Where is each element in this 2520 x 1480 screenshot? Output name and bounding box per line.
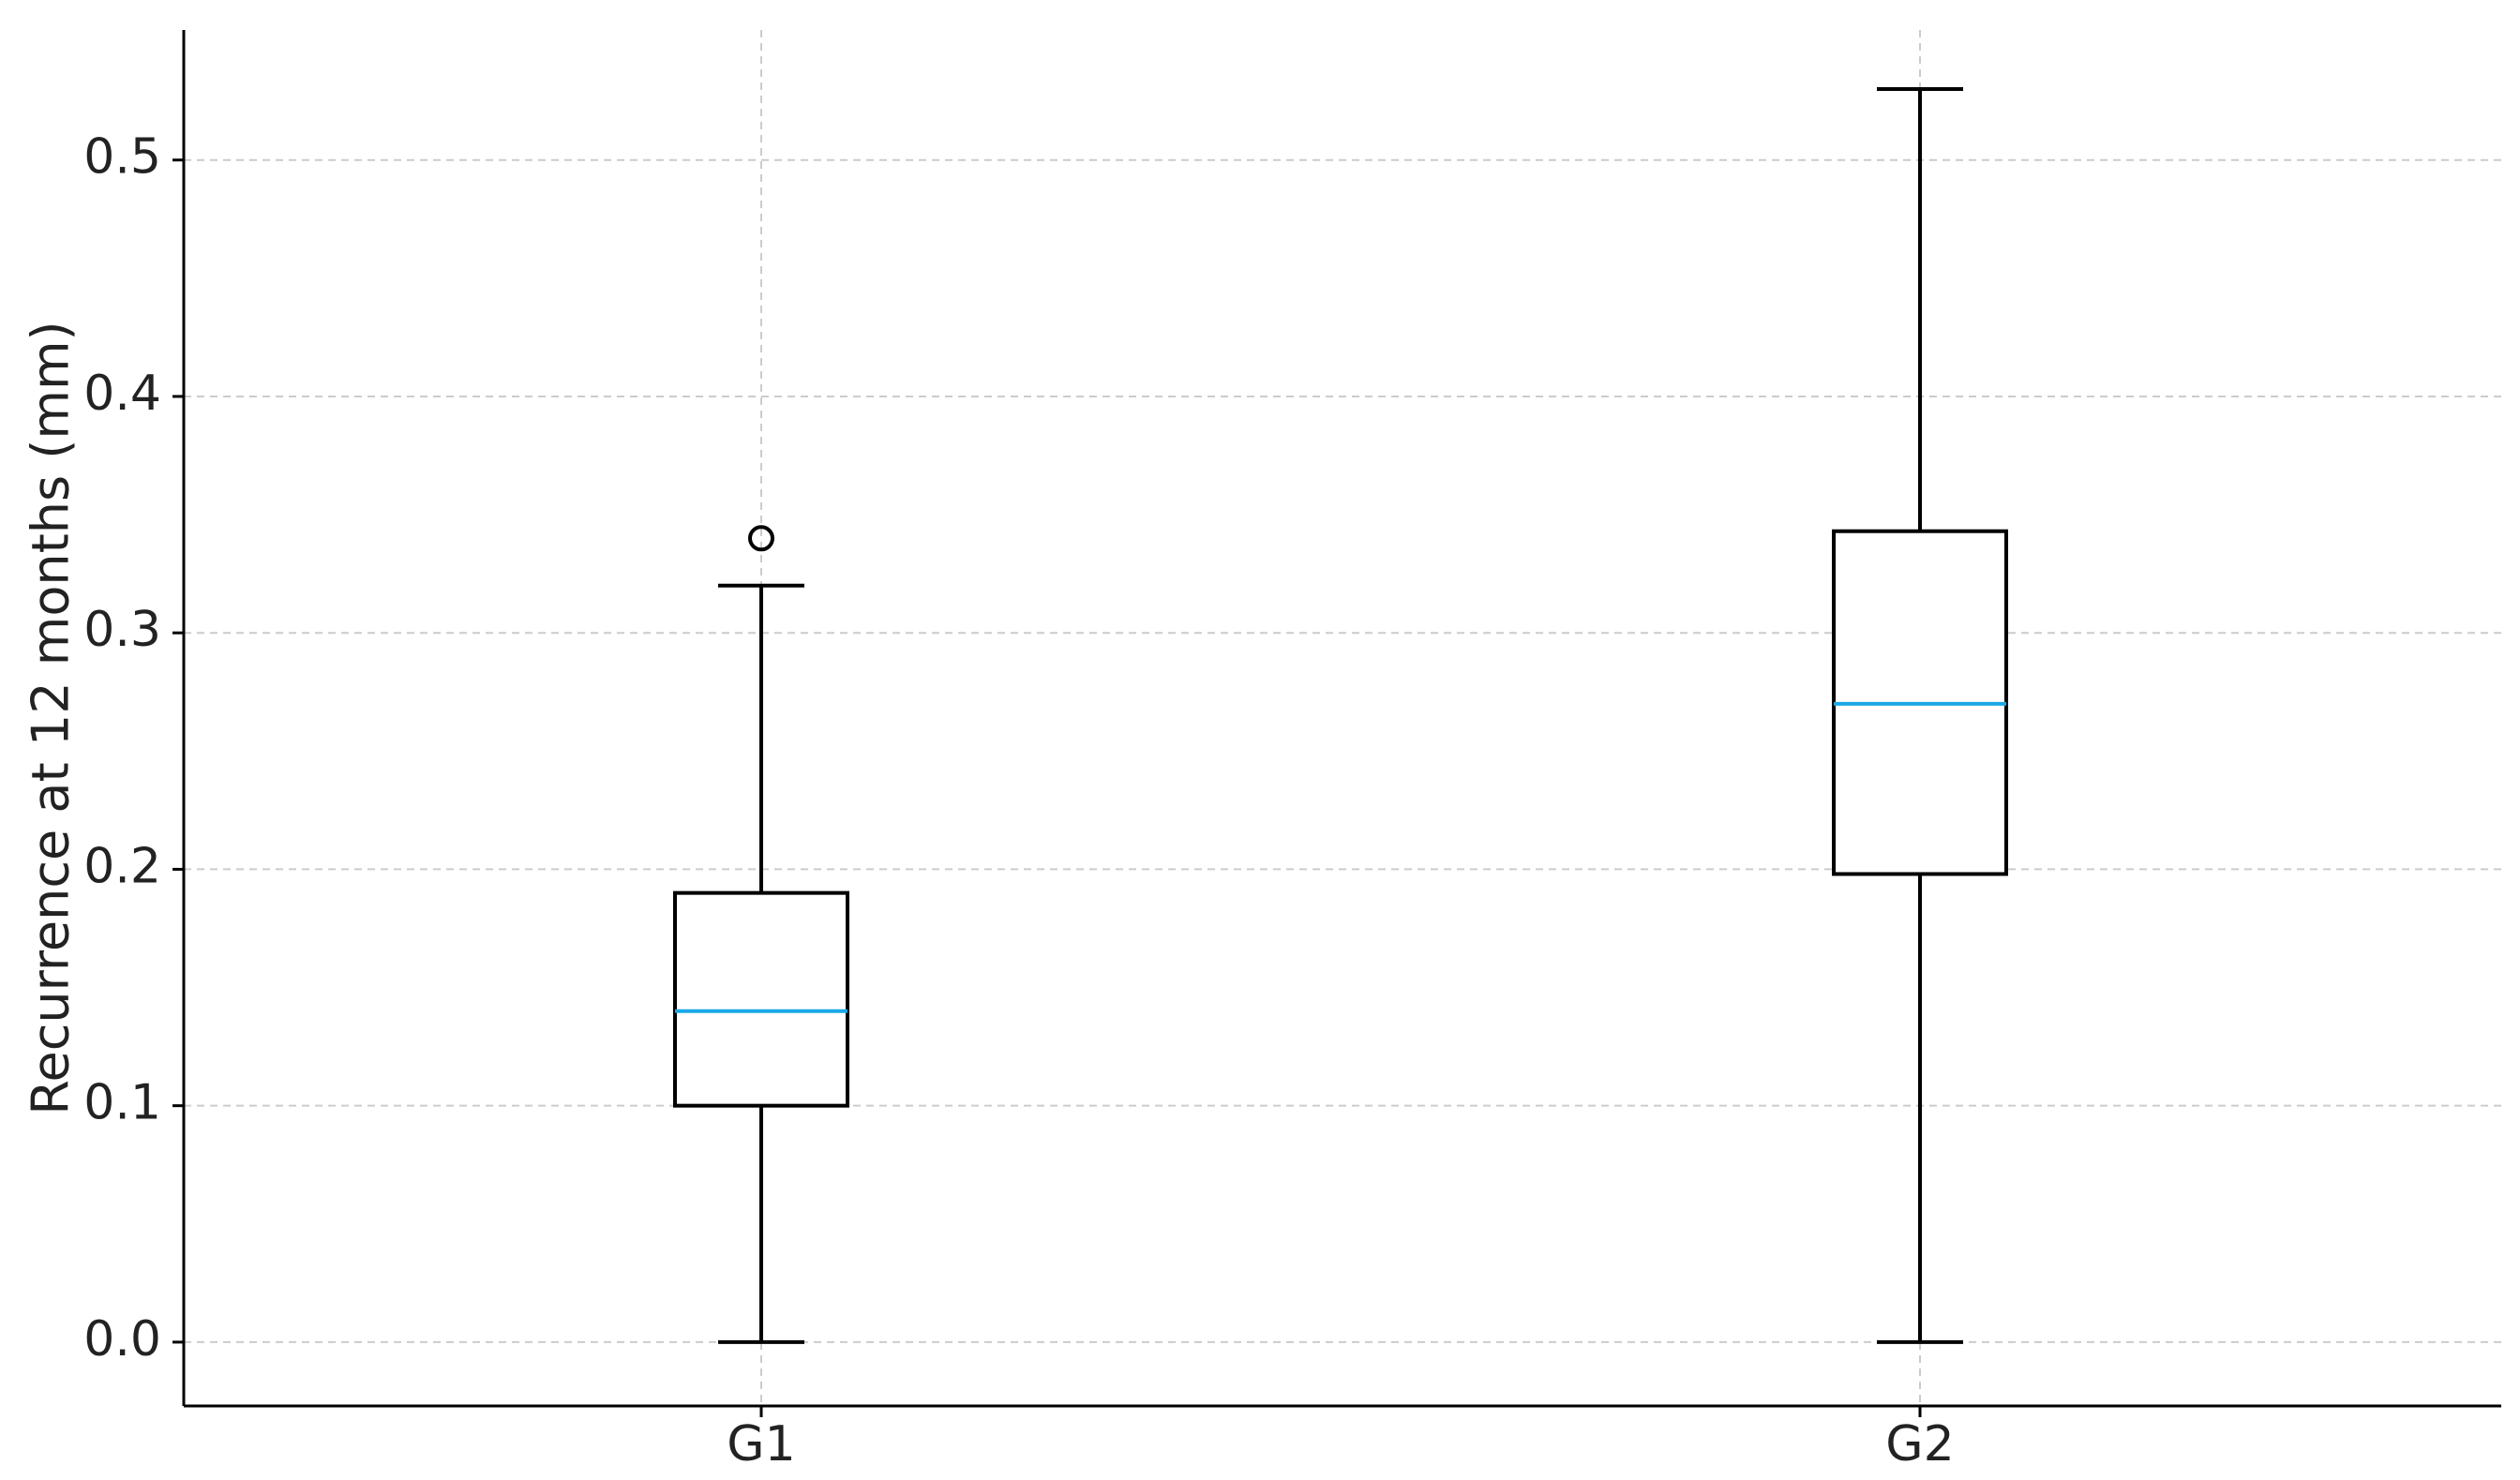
y-tick-label: 0.0 [83,1311,161,1368]
y-axis-label: Recurrence at 12 months (mm) [22,321,81,1114]
x-tick-label: G2 [1885,1416,1954,1473]
y-tick-label: 0.2 [83,838,161,894]
box-iqr [673,890,849,1108]
grid-lines [184,30,2501,1406]
y-tick-label: 0.4 [83,366,161,422]
axes [172,30,2501,1417]
y-tick-label: 0.1 [83,1075,161,1131]
y-tick-label: 0.5 [83,129,161,186]
x-tick-label: G1 [727,1416,795,1473]
boxes [673,87,2008,1344]
outlier-point [748,525,774,552]
y-tick-label: 0.3 [83,602,161,658]
tick-labels: 0.0 0.1 0.2 0.3 0.4 0.5 G1 G2 [83,129,1954,1473]
